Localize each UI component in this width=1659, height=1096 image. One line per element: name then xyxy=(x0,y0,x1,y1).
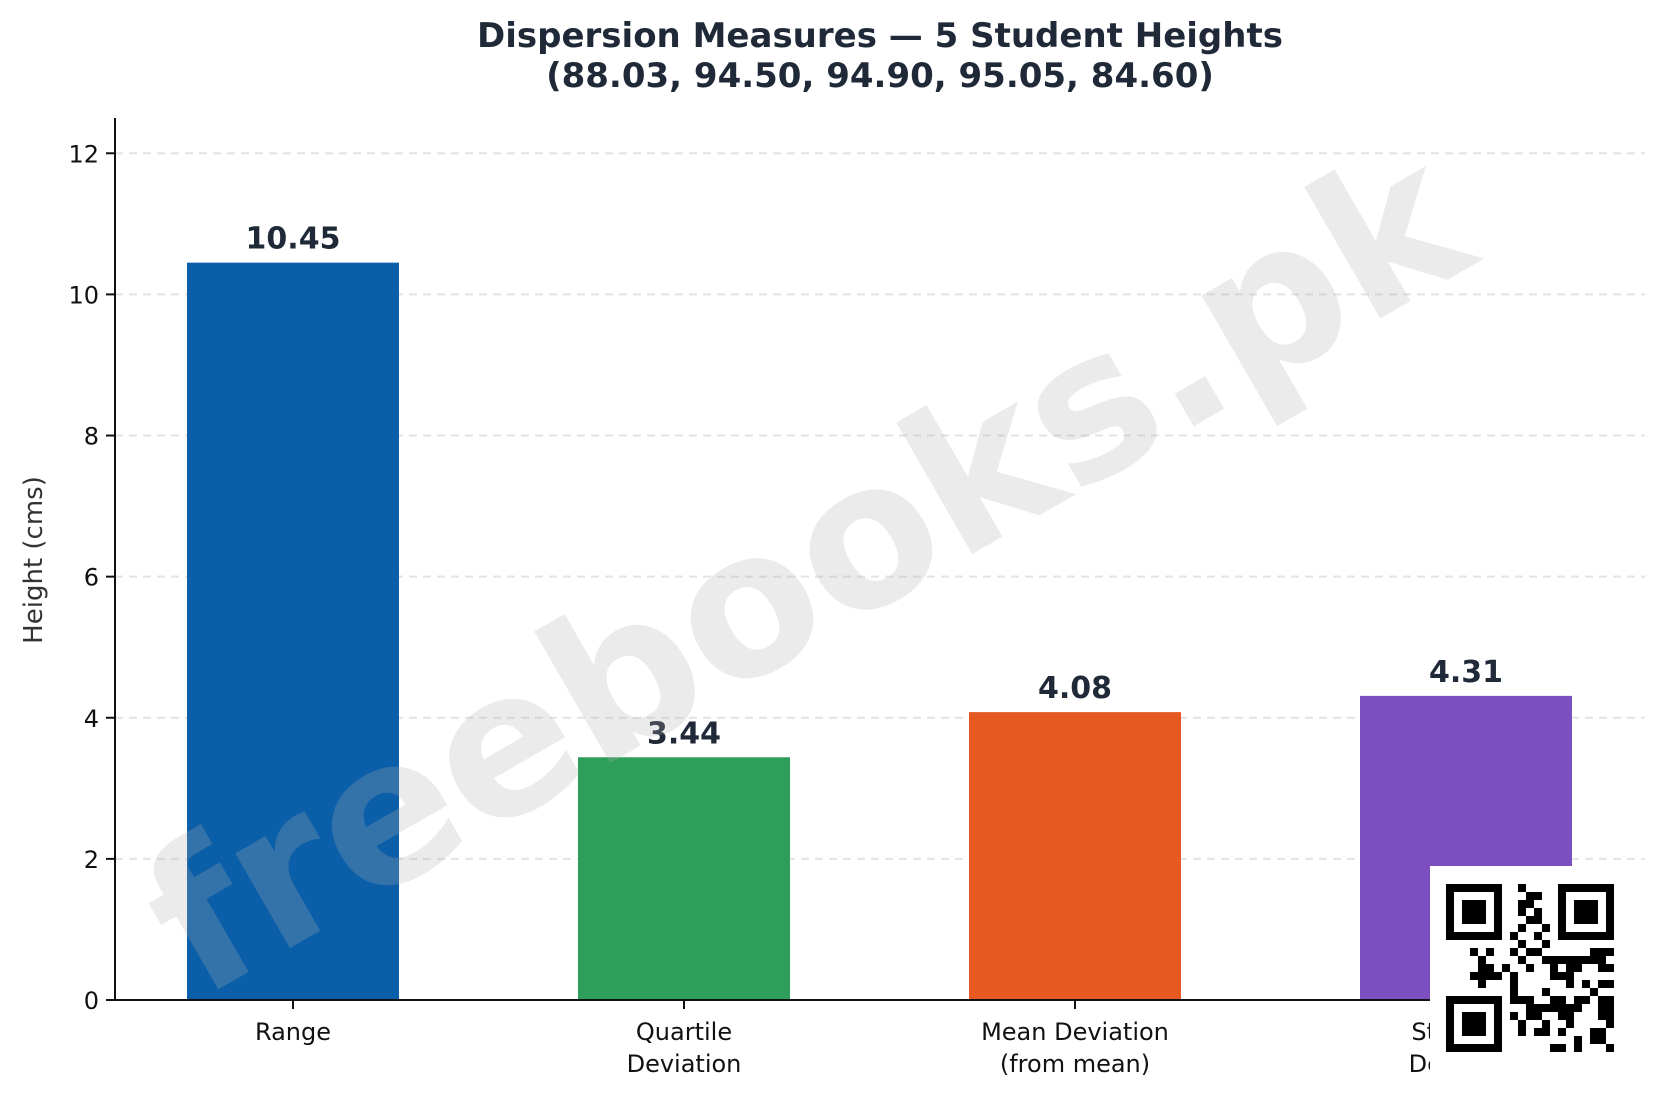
bar-value-label: 4.08 xyxy=(1038,671,1112,706)
bar xyxy=(969,712,1181,1000)
bar-value-label: 10.45 xyxy=(246,222,341,257)
y-tick-label: 10 xyxy=(68,281,99,309)
y-tick-label: 12 xyxy=(68,140,99,168)
bar xyxy=(187,262,399,1000)
axes xyxy=(114,118,1645,1001)
y-tick-label: 2 xyxy=(84,846,99,874)
y-tick-label: 8 xyxy=(84,423,99,451)
x-tick-label: (from mean) xyxy=(1000,1050,1150,1078)
bar-value-label: 4.31 xyxy=(1429,655,1503,690)
chart-title: Dispersion Measures — 5 Student Heights xyxy=(477,16,1283,56)
bars xyxy=(187,262,1572,1000)
bar xyxy=(578,757,790,1000)
x-tick-label: Range xyxy=(255,1018,331,1046)
y-tick-label: 4 xyxy=(84,705,99,733)
x-ticks: Range Quartile Deviation Mean Deviation (fro… xyxy=(255,1000,1523,1078)
value-labels: 10.45 3.44 4.08 4.31 xyxy=(246,222,1503,752)
x-tick-label: Quartile xyxy=(636,1018,732,1046)
y-ticks: 0 2 4 6 8 10 12 xyxy=(68,140,115,1015)
chart-subtitle: (88.03, 94.50, 94.90, 95.05, 84.60) xyxy=(546,56,1214,96)
x-tick-label: Mean Deviation xyxy=(981,1018,1169,1046)
x-tick-label: Deviation xyxy=(627,1050,742,1078)
y-axis-label: Height (cms) xyxy=(19,476,49,644)
bar-value-label: 3.44 xyxy=(647,716,721,751)
y-tick-label: 0 xyxy=(84,987,99,1015)
y-tick-label: 6 xyxy=(84,564,99,592)
qr-code-icon xyxy=(1430,866,1659,1096)
